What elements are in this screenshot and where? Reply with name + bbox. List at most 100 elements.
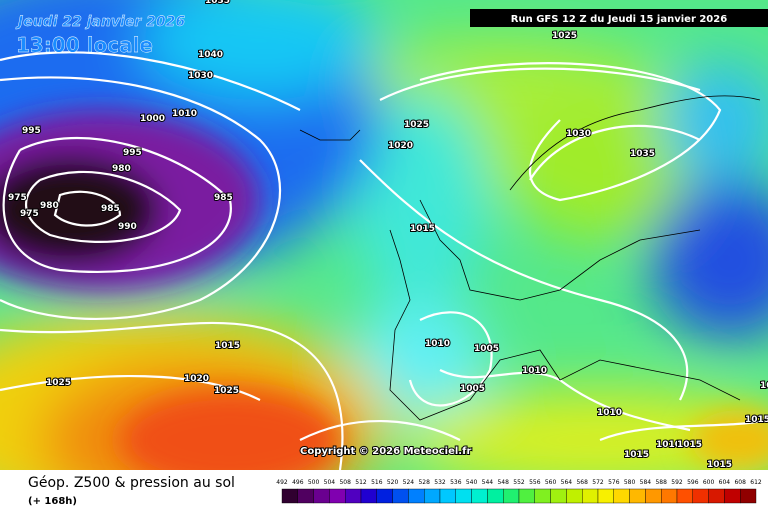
- colorbar-label: 556: [529, 479, 541, 486]
- isobar-label: 1010: [172, 109, 197, 119]
- isobar-label: 1025: [46, 378, 71, 388]
- colorbar-label: 496: [292, 479, 304, 486]
- colorbar-label: 592: [671, 479, 683, 486]
- colorbar-swatch: [629, 488, 646, 504]
- colorbar-swatch: [281, 488, 299, 504]
- colorbar-swatch: [566, 488, 583, 504]
- colorbar-swatch: [455, 488, 472, 504]
- colorbar-swatch: [408, 488, 425, 504]
- colorbar-swatch: [550, 488, 567, 504]
- colorbar-swatch: [724, 488, 741, 504]
- colorbar-swatch: [345, 488, 362, 504]
- colorbar-swatch: [661, 488, 678, 504]
- colorbar-label: 528: [418, 479, 430, 486]
- colorbar-swatch: [313, 488, 330, 504]
- colorbar-swatch: [297, 488, 314, 504]
- colorbar-label: 504: [324, 479, 336, 486]
- isobar-label: 1010: [522, 366, 547, 376]
- isobar-label: 1025: [214, 386, 239, 396]
- run-banner: [470, 9, 768, 27]
- time: 13:00 locale: [16, 33, 153, 57]
- isobar-label: 1005: [460, 384, 485, 394]
- colorbar-label: 584: [640, 479, 652, 486]
- colorbar-swatch: [740, 488, 757, 504]
- isobar-label: 995: [123, 148, 142, 158]
- colorbar-swatch: [645, 488, 662, 504]
- isobar-label: 1030: [566, 129, 591, 139]
- colorbar-swatch: [424, 488, 441, 504]
- isobar-label: 980: [40, 201, 59, 211]
- isobar-label: 1015: [745, 415, 768, 425]
- colorbar-label: 508: [339, 479, 351, 486]
- isobar-label: 1010: [656, 440, 681, 450]
- isobar-label: 1030: [188, 71, 213, 81]
- run-info: Run GFS 12 Z du Jeudi 15 janvier 2026: [511, 14, 727, 25]
- colorbar-label: 576: [608, 479, 620, 486]
- isobar-label: 1015: [677, 440, 702, 450]
- colorbar-label: 520: [387, 479, 399, 486]
- colorbar-label: 540: [466, 479, 478, 486]
- isobar-label: 1000: [140, 114, 165, 124]
- copyright: Copyright © 2026 Meteociel.fr: [300, 446, 471, 457]
- isobar-label: 1010: [425, 339, 450, 349]
- isobar-label: 1025: [760, 381, 768, 391]
- colorbar-swatch: [487, 488, 504, 504]
- colorbar-swatch: [503, 488, 520, 504]
- colorbar-label: 516: [371, 479, 383, 486]
- colorbar-label: 492: [276, 479, 288, 486]
- isobar-lines: [0, 51, 768, 470]
- colorbar-label: 580: [624, 479, 636, 486]
- colorbar-label: 548: [497, 479, 509, 486]
- colorbar-swatch: [692, 488, 709, 504]
- colorbar-label: 532: [434, 479, 446, 486]
- footer-lead: (+ 168h): [28, 496, 77, 507]
- colorbar-label: 552: [513, 479, 525, 486]
- colorbar-swatch: [613, 488, 630, 504]
- footer-title: Géop. Z500 & pression au sol: [28, 475, 235, 491]
- colorbar-label: 544: [482, 479, 494, 486]
- colorbar-label: 560: [545, 479, 557, 486]
- isobar-label: 995: [22, 126, 41, 136]
- colorbar-swatch: [360, 488, 378, 504]
- colorbar-label: 500: [308, 479, 320, 486]
- colorbar-label: 564: [561, 479, 573, 486]
- isobar-label: 1035: [630, 149, 655, 159]
- colorbar-swatch: [329, 488, 346, 504]
- colorbar-swatch: [708, 488, 725, 504]
- date: Jeudi 22 janvier 2026: [15, 14, 185, 30]
- colorbar-swatch: [439, 488, 457, 504]
- colorbar-label: 536: [450, 479, 462, 486]
- isobar-label: 1025: [404, 120, 429, 130]
- colorbar-swatch: [518, 488, 536, 504]
- isobar-label: 985: [214, 193, 233, 203]
- colorbar-label: 608: [734, 479, 746, 486]
- colorbar-label: 588: [655, 479, 667, 486]
- isobar-label: 1020: [184, 374, 209, 384]
- colorbar-swatch: [471, 488, 488, 504]
- colorbar: 492 496 500 504 508 512 516 520 524 528 532 536 540 5…: [276, 479, 762, 504]
- colorbar-swatch: [676, 488, 694, 504]
- isobar-label: 1020: [388, 141, 413, 151]
- isobar-label: 990: [118, 222, 137, 232]
- isobar-label: 1015: [215, 341, 240, 351]
- colorbar-label: 596: [687, 479, 699, 486]
- isobar-label: 1015: [624, 450, 649, 460]
- isobar-label: 1040: [198, 50, 223, 60]
- isobar-label: 1015: [707, 460, 732, 470]
- colorbar-label: 572: [592, 479, 604, 486]
- colorbar-label: 524: [403, 479, 415, 486]
- colorbar-label: 512: [355, 479, 367, 486]
- colorbar-swatch: [376, 488, 393, 504]
- colorbar-label: 604: [719, 479, 731, 486]
- isobar-label: 1015: [410, 224, 435, 234]
- colorbar-swatch: [597, 488, 615, 504]
- colorbar-swatch: [392, 488, 409, 504]
- isobar-label: 975: [20, 209, 39, 219]
- isobar-label: 980: [112, 164, 131, 174]
- isobar-label: 975: [8, 193, 27, 203]
- colorbar-label: 612: [750, 479, 762, 486]
